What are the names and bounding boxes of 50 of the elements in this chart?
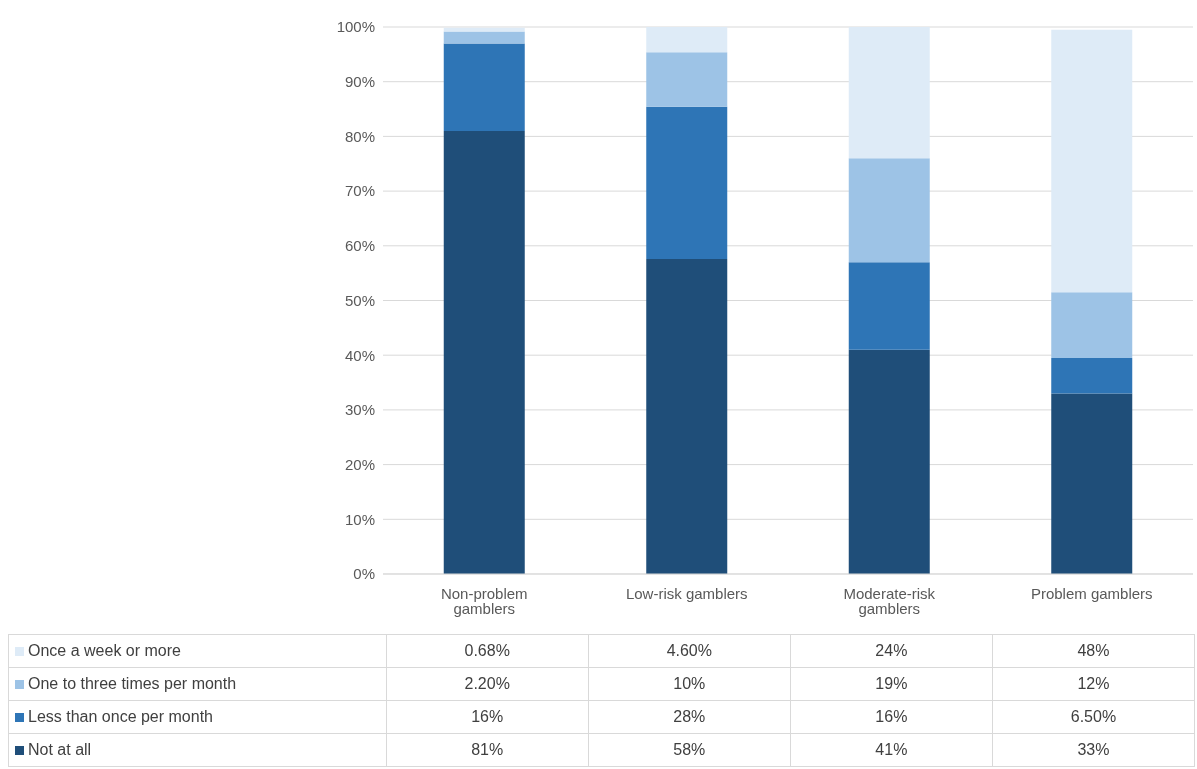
data-label: 16%: [386, 700, 589, 734]
data-label: 28%: [588, 700, 791, 734]
y-tick-label: 80%: [344, 127, 375, 145]
data-label: 6.50%: [992, 700, 1195, 734]
data-label: 16%: [790, 700, 993, 734]
data-label: 10%: [588, 667, 791, 701]
y-tick-label: 50%: [344, 291, 375, 309]
data-label: 19%: [790, 667, 993, 701]
bar: [848, 27, 930, 159]
data-label: 0.68%: [386, 634, 589, 668]
data-label: 24%: [790, 634, 993, 668]
legend-label: Once a week or more: [28, 642, 181, 659]
data-label: 12%: [992, 667, 1195, 701]
legend-label: Not at all: [28, 741, 92, 758]
y-tick-label: 30%: [344, 401, 375, 419]
data-label: 48%: [992, 634, 1195, 668]
y-tick-label: 100%: [336, 18, 375, 36]
bar: [646, 106, 728, 259]
x-tick-label: Problem gamblers: [1030, 584, 1153, 602]
bar: [848, 158, 930, 263]
bar: [646, 52, 728, 107]
bar: [646, 258, 728, 574]
y-tick-label: 40%: [344, 346, 375, 364]
y-tick-label: 70%: [344, 182, 375, 200]
data-label: 58%: [588, 733, 791, 767]
bar: [848, 349, 930, 574]
legend-label: Less than once per month: [28, 708, 214, 725]
x-tick-label: Non-problem gamblers: [440, 584, 528, 617]
bar: [443, 130, 525, 574]
x-tick-label: Moderate-risk gamblers: [843, 584, 936, 617]
bar: [848, 262, 930, 350]
bar: [1051, 357, 1133, 394]
data-label: 2.20%: [386, 667, 589, 701]
y-tick-label: 20%: [344, 455, 375, 473]
y-tick-label: 0%: [353, 565, 375, 583]
y-tick-label: 10%: [344, 510, 375, 528]
bar: [443, 31, 525, 44]
bar: [1051, 29, 1133, 293]
data-label: 41%: [790, 733, 993, 767]
x-tick-label: Low-risk gamblers: [625, 584, 748, 602]
y-tick-label: 60%: [344, 237, 375, 255]
data-label: 4.60%: [588, 634, 791, 668]
bar: [1051, 393, 1133, 574]
y-tick-label: 90%: [344, 73, 375, 91]
bar: [1051, 292, 1133, 358]
bar: [646, 27, 728, 53]
legend-label: One to three times per month: [28, 675, 237, 692]
bar: [443, 43, 525, 131]
data-label: 81%: [386, 733, 589, 767]
data-label: 33%: [992, 733, 1195, 767]
